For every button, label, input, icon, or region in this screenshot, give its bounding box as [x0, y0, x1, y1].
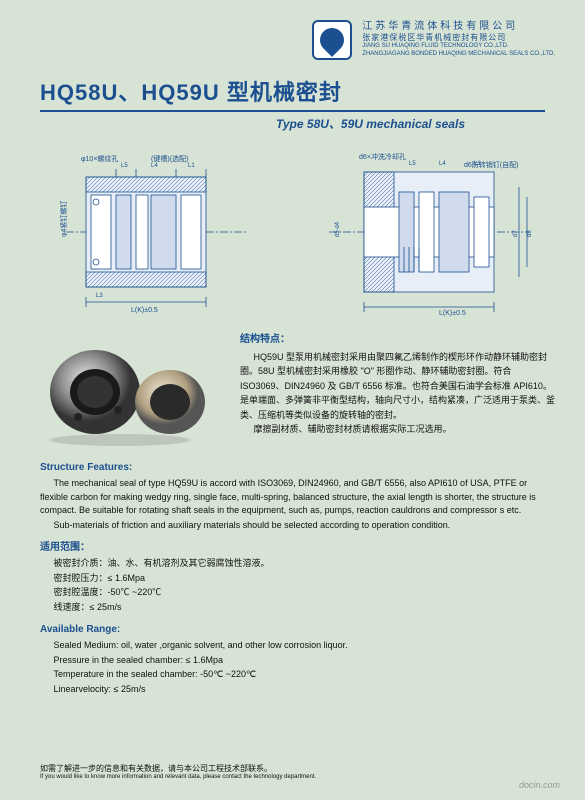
- company-name-cn2: 张家港保税区华青机械密封有限公司: [362, 33, 555, 43]
- svg-text:d5 d4: d5 d4: [335, 221, 341, 237]
- range-en-l3: Temperature in the sealed chamber: -50℃ …: [40, 668, 555, 682]
- structure-header: Structure Features:: [40, 460, 555, 475]
- label-left-top2: (键槽)(选配): [151, 154, 188, 163]
- svg-text:L5: L5: [409, 161, 416, 167]
- title-divider: [40, 110, 545, 112]
- label-right-bottom: L(K)±0.5: [439, 310, 466, 317]
- diagrams-row: φ10×螺纹孔 (键槽)(选配) φ4紧钉螺钉 L(K)±0.5 L5 L4 L…: [0, 132, 585, 327]
- label-left-side: φ4紧钉螺钉: [59, 201, 68, 237]
- range-en-l2: Pressure in the sealed chamber: ≤ 1.6Mpa: [40, 654, 555, 668]
- label-right-top2: d6防转销钉(自配): [464, 160, 518, 169]
- company-name-en2: ZHANGJIAGANG BONDED HUAQING MECHANICAL S…: [362, 51, 555, 59]
- company-name-cn1: 江苏华青流体科技有限公司: [362, 20, 555, 33]
- cn-features-body2: 摩擦副材质、辅助密封材质请根据实际工况选用。: [240, 422, 555, 436]
- svg-text:L4: L4: [151, 163, 158, 169]
- svg-text:d8: d8: [527, 230, 533, 237]
- footnote: 如需了解进一步的信息和有关数据，请与本公司工程技术部联系。 If you wou…: [40, 764, 316, 782]
- label-left-top: φ10×螺纹孔: [81, 154, 118, 163]
- product-photo: [40, 332, 220, 452]
- footnote-cn: 如需了解进一步的信息和有关数据，请与本公司工程技术部联系。: [40, 764, 316, 774]
- watermark: docin.com: [519, 780, 560, 790]
- label-left-bottom: L(K)±0.5: [131, 307, 158, 314]
- company-logo: [312, 20, 352, 60]
- svg-text:L3: L3: [96, 293, 103, 299]
- company-name-block: 江苏华青流体科技有限公司 张家港保税区华青机械密封有限公司 JIANG SU H…: [362, 20, 555, 59]
- range-cn-l4: 线速度：≤ 25m/s: [40, 601, 555, 615]
- diagram-right: d6×冲洗冷却孔 d6防转销钉(自配) L(K)±0.5 d5 d4 d7 d8…: [309, 147, 549, 317]
- range-cn-l3: 密封腔温度：-50℃ ~220℃: [40, 586, 555, 600]
- svg-text:L4: L4: [439, 161, 446, 167]
- diagram-left: φ10×螺纹孔 (键槽)(选配) φ4紧钉螺钉 L(K)±0.5 L5 L4 L…: [36, 147, 276, 317]
- page-title: HQ58U、HQ59U 型机械密封: [40, 75, 545, 107]
- page-subtitle: Type 58U、59U mechanical seals: [40, 115, 545, 132]
- content-row: 结构特点： HQ59U 型泵用机械密封采用由聚四氟乙烯制作的楔形环作动静环辅助密…: [0, 327, 585, 452]
- company-name-en1: JIANG SU HUAQING FLUID TECHNOLOGY CO.,LT…: [362, 43, 555, 51]
- header: 江苏华青流体科技有限公司 张家港保税区华青机械密封有限公司 JIANG SU H…: [0, 0, 585, 70]
- svg-text:L5: L5: [121, 163, 128, 169]
- range-cn-l2: 密封腔压力：≤ 1.6Mpa: [40, 572, 555, 586]
- label-right-top: d6×冲洗冷却孔: [359, 152, 406, 161]
- title-block: HQ58U、HQ59U 型机械密封 Type 58U、59U mechanica…: [0, 70, 585, 132]
- range-cn-header: 适用范围：: [40, 540, 555, 555]
- range-en-l4: Linearvelocity: ≤ 25m/s: [40, 683, 555, 697]
- chinese-features-block: 结构特点： HQ59U 型泵用机械密封采用由聚四氟乙烯制作的楔形环作动静环辅助密…: [240, 332, 555, 452]
- range-en-header: Available Range:: [40, 622, 555, 637]
- logo-drop-icon: [315, 23, 349, 57]
- range-cn-block: 适用范围： 被密封介质：油、水、有机溶剂及其它弱腐蚀性溶液。 密封腔压力：≤ 1…: [0, 540, 585, 614]
- footnote-en: If you would like to know more informati…: [40, 774, 316, 782]
- range-cn-l1: 被密封介质：油、水、有机溶剂及其它弱腐蚀性溶液。: [40, 557, 555, 571]
- svg-text:d7: d7: [513, 230, 519, 237]
- structure-p1: The mechanical seal of type HQ59U is acc…: [40, 477, 555, 518]
- cn-features-header: 结构特点：: [240, 332, 555, 348]
- structure-features-block: Structure Features: The mechanical seal …: [0, 460, 585, 532]
- cn-features-body: HQ59U 型泵用机械密封采用由聚四氟乙烯制作的楔形环作动静环辅助密封圈。58U…: [240, 350, 555, 422]
- svg-text:L1: L1: [188, 163, 195, 169]
- svg-text:L1: L1: [474, 161, 481, 167]
- range-en-block: Available Range: Sealed Medium: oil, wat…: [0, 622, 585, 696]
- structure-p2: Sub-materials of friction and auxiliary …: [40, 519, 555, 533]
- range-en-l1: Sealed Medium: oil, water ,organic solve…: [40, 639, 555, 653]
